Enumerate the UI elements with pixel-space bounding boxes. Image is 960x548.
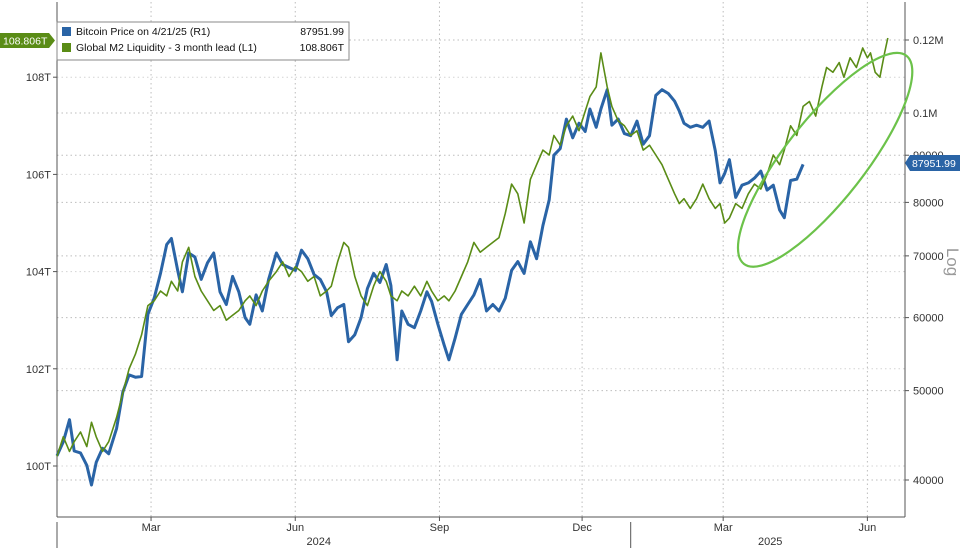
axis-labels: 100T 102T 104T 106T 108T 40000 50000 60000 70000… [26,35,944,548]
x-tick-label: Jun [859,522,877,534]
legend-swatch-m2 [62,43,71,52]
left-tick-label: 102T [26,364,51,376]
annotation-ellipse [736,51,914,268]
right-tag-value: 87951.99 [912,158,956,170]
left-tick-label: 108T [26,72,51,84]
left-tag-pointer [49,33,55,48]
right-tick-label: 40000 [913,475,944,487]
right-tag-background [910,155,960,171]
legend-value-m2: 108.806T [300,42,345,54]
legend-swatch-bitcoin [62,27,71,36]
right-tick-label: 60000 [913,313,944,325]
grid [57,2,905,517]
right-tag-pointer [905,155,910,171]
year-label: 2024 [307,536,331,548]
axes [53,2,909,548]
left-tick-label: 100T [26,461,51,473]
legend-box [56,21,350,61]
legend: Bitcoin Price on 4/21/25 (R1) 87951.99 G… [56,21,350,61]
x-tick-label: Sep [430,522,450,534]
legend-label-m2: Global M2 Liquidity - 3 month lead (L1) [76,42,257,54]
x-tick-label: Jun [286,522,304,534]
right-tick-label: 70000 [913,251,944,263]
annotation-layer [736,51,914,268]
right-tick-label: 0.12M [913,35,944,47]
legend-value-bitcoin: 87951.99 [300,26,344,38]
right-last-value-tag: 87951.99 [905,155,960,171]
year-label: 2025 [758,536,782,548]
right-axis-title: Log [943,248,960,276]
series-line-bitcoin [55,88,805,487]
right-tick-label: 50000 [913,386,944,398]
left-tag-value: 108.806T [3,36,48,48]
legend-label-bitcoin: Bitcoin Price on 4/21/25 (R1) [76,26,210,38]
x-tick-label: Mar [714,522,733,534]
left-tick-label: 104T [26,267,51,279]
x-tick-label: Dec [572,522,592,534]
left-last-value-tag: 108.806T [0,33,55,48]
right-tick-label: 0.1M [913,108,937,120]
right-tick-label: 80000 [913,197,944,209]
x-tick-label: Mar [142,522,161,534]
left-tag-background [0,33,49,48]
left-tick-label: 106T [26,169,51,181]
